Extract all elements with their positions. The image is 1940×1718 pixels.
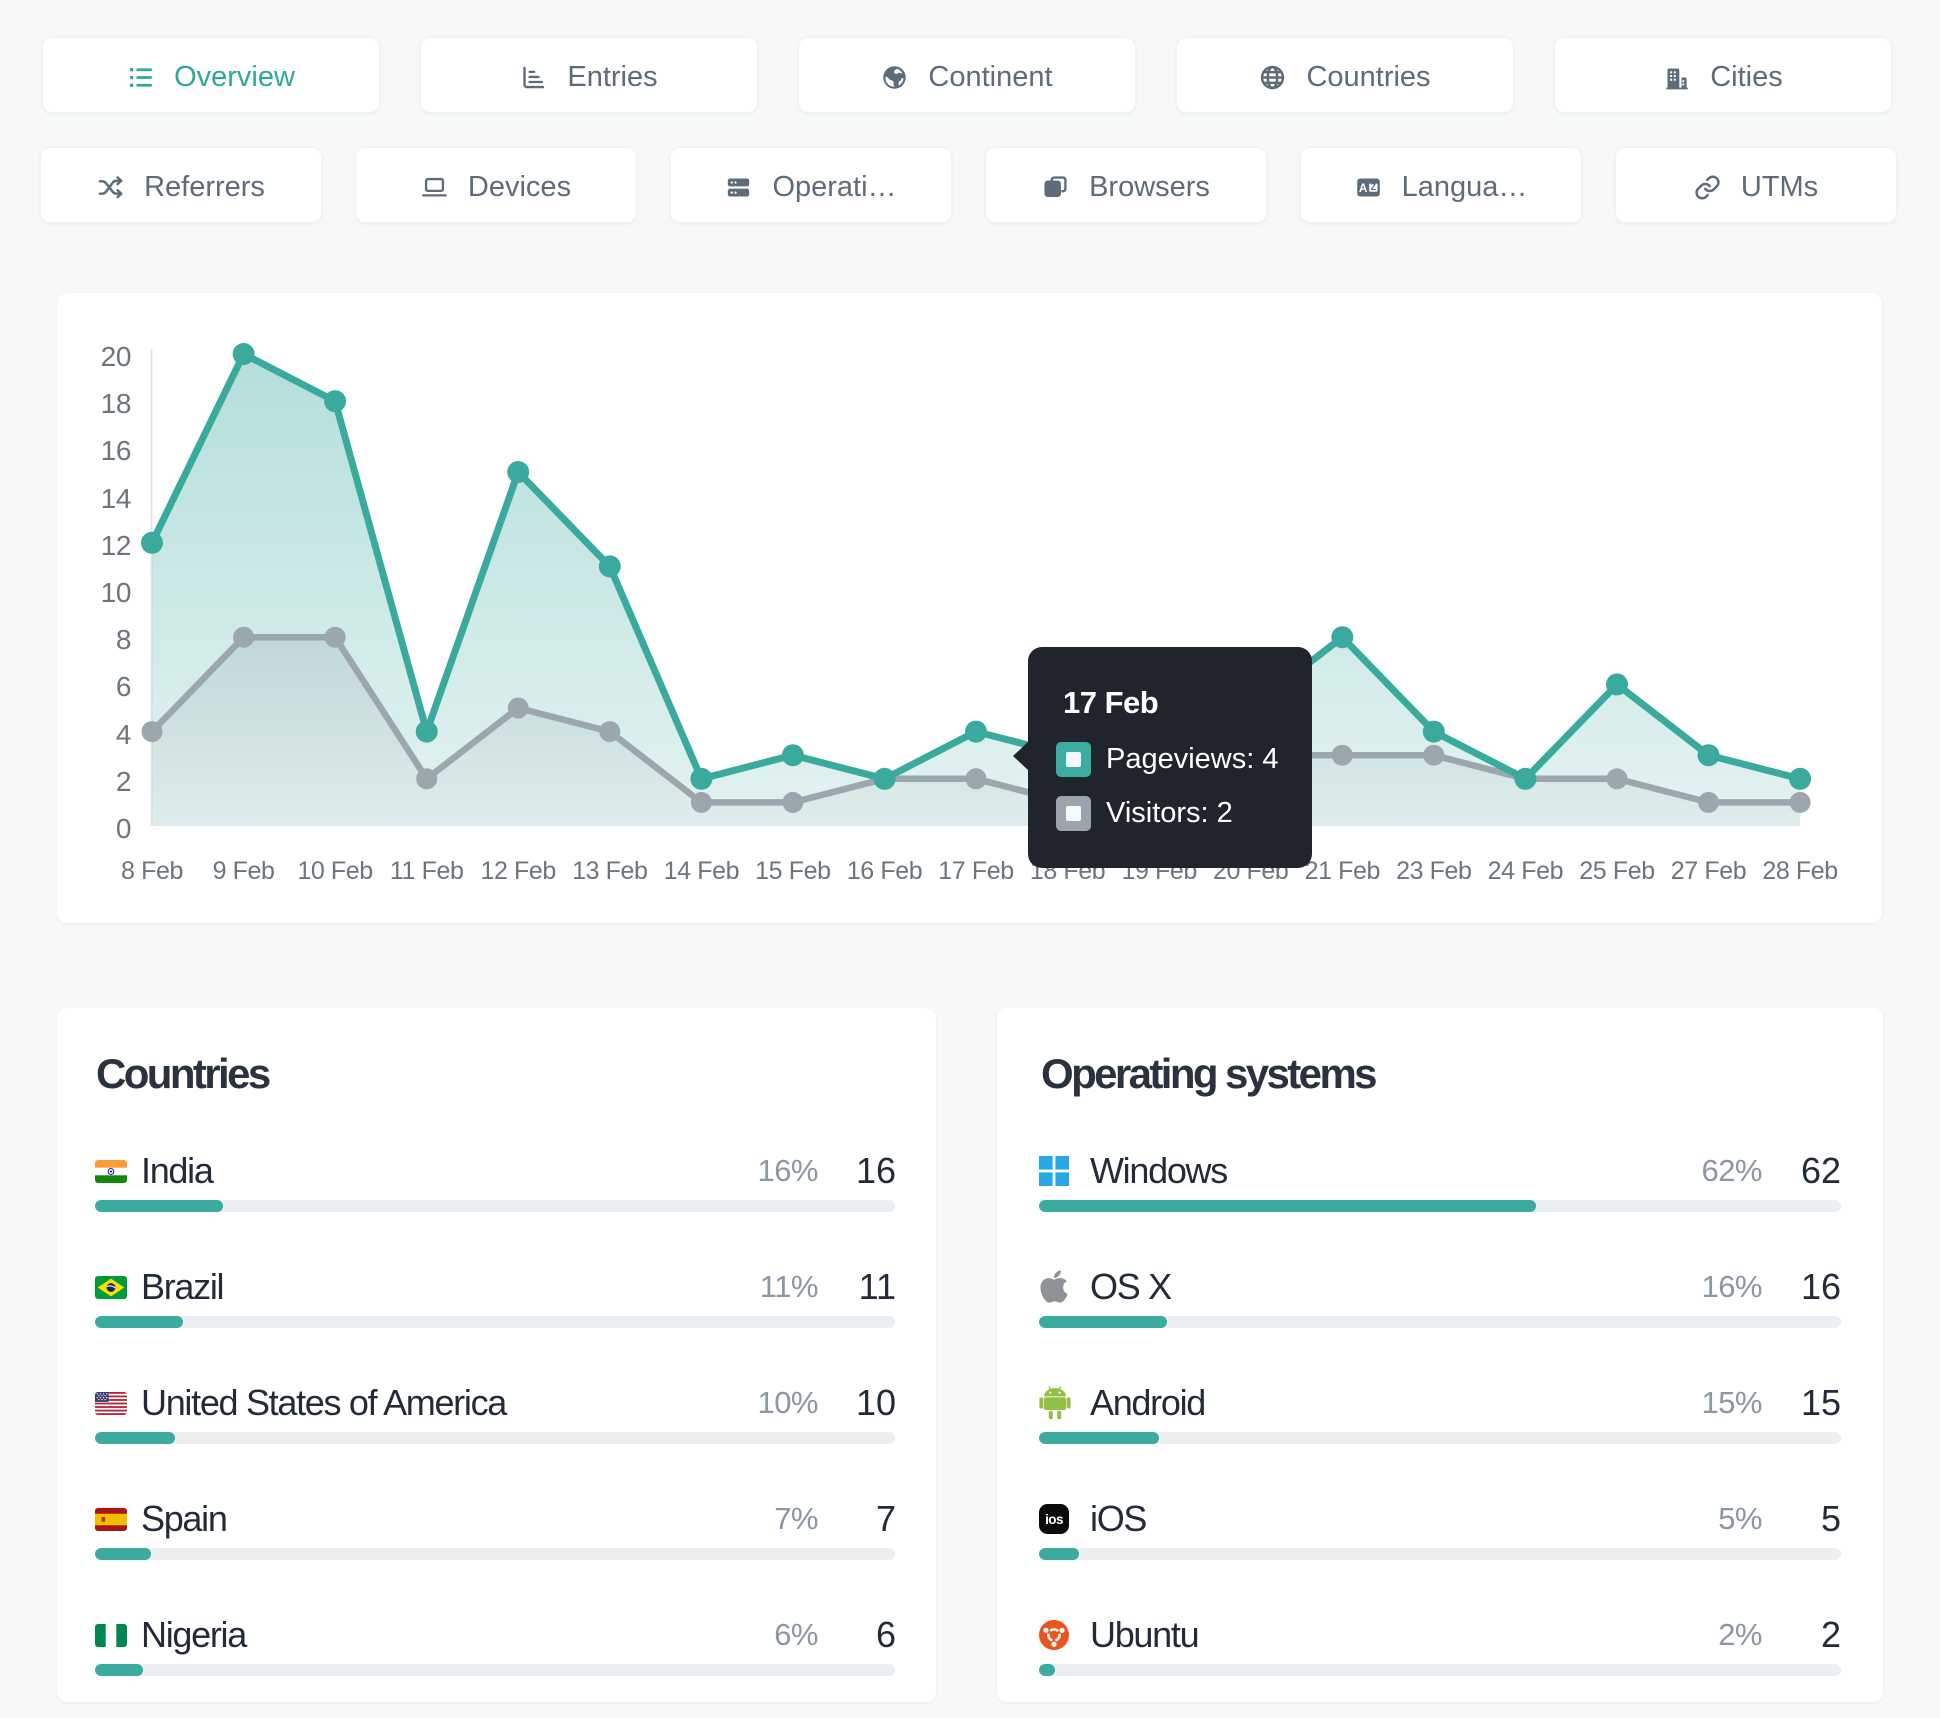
svg-text:10: 10 bbox=[101, 577, 131, 608]
svg-text:Z: Z bbox=[1370, 182, 1376, 192]
svg-text:9 Feb: 9 Feb bbox=[213, 857, 275, 885]
svg-text:17 Feb: 17 Feb bbox=[938, 857, 1013, 885]
svg-text:13 Feb: 13 Feb bbox=[572, 857, 647, 885]
svg-text:2: 2 bbox=[116, 766, 131, 797]
svg-text:28 Feb: 28 Feb bbox=[1762, 857, 1837, 885]
svg-text:4: 4 bbox=[116, 719, 131, 750]
svg-text:21 Feb: 21 Feb bbox=[1305, 857, 1380, 885]
svg-text:16: 16 bbox=[101, 435, 131, 466]
svg-text:8: 8 bbox=[116, 624, 131, 655]
svg-text:27 Feb: 27 Feb bbox=[1671, 857, 1746, 885]
svg-text:0: 0 bbox=[116, 813, 131, 844]
svg-text:12: 12 bbox=[101, 530, 131, 561]
svg-text:A: A bbox=[1358, 180, 1367, 194]
svg-text:ios: ios bbox=[1045, 1512, 1063, 1527]
svg-text:11 Feb: 11 Feb bbox=[390, 857, 464, 885]
svg-text:6: 6 bbox=[116, 671, 131, 702]
svg-text:10 Feb: 10 Feb bbox=[297, 857, 372, 885]
svg-text:15 Feb: 15 Feb bbox=[755, 857, 830, 885]
svg-text:24 Feb: 24 Feb bbox=[1488, 857, 1563, 885]
svg-text:14: 14 bbox=[101, 483, 131, 514]
svg-text:8 Feb: 8 Feb bbox=[121, 857, 183, 885]
svg-text:14 Feb: 14 Feb bbox=[664, 857, 739, 885]
svg-text:16 Feb: 16 Feb bbox=[847, 857, 922, 885]
svg-text:20: 20 bbox=[101, 341, 131, 372]
svg-text:23 Feb: 23 Feb bbox=[1396, 857, 1471, 885]
svg-text:18: 18 bbox=[101, 388, 131, 419]
svg-text:25 Feb: 25 Feb bbox=[1579, 857, 1654, 885]
svg-text:12 Feb: 12 Feb bbox=[480, 857, 555, 885]
